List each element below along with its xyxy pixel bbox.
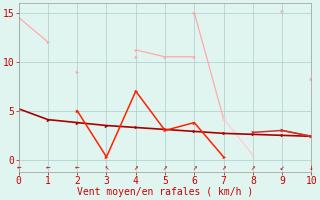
Text: ↗: ↗ — [133, 163, 138, 172]
Text: ↓: ↓ — [309, 163, 314, 172]
Text: ↗: ↗ — [251, 163, 255, 172]
Text: ←: ← — [46, 163, 50, 172]
Text: ↗: ↗ — [192, 163, 196, 172]
Text: ↙: ↙ — [280, 163, 284, 172]
Text: ↖: ↖ — [104, 163, 109, 172]
Text: ↗: ↗ — [163, 163, 167, 172]
Text: ↗: ↗ — [221, 163, 226, 172]
X-axis label: Vent moyen/en rafales ( km/h ): Vent moyen/en rafales ( km/h ) — [77, 187, 253, 197]
Text: ←: ← — [16, 163, 21, 172]
Text: ←: ← — [75, 163, 80, 172]
